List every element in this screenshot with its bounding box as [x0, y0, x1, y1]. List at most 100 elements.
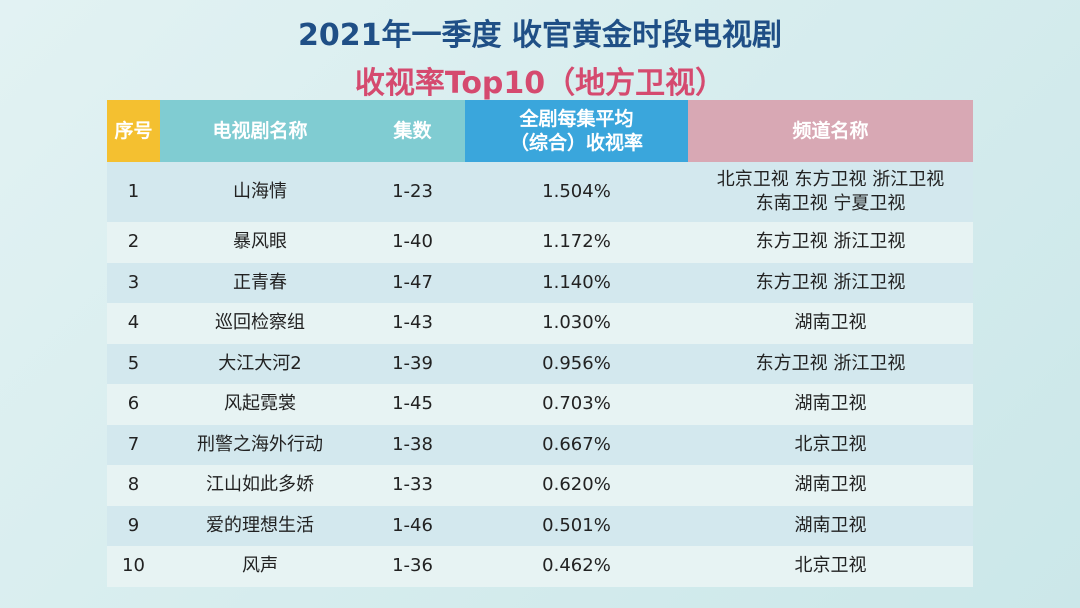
cell-text: 东方卫视 浙江卫视 [755, 271, 906, 293]
table-cell: 北京卫视 [688, 424, 973, 465]
cell-text: 3 [127, 271, 140, 293]
table-cell: 大江大河2 [160, 343, 360, 384]
table-cell: 北京卫视 东方卫视 浙江卫视 东南卫视 宁夏卫视 [688, 162, 973, 222]
cell-text: 东方卫视 浙江卫视 [755, 231, 906, 253]
table-cell: 1-38 [360, 424, 465, 465]
cell-text: 山海情 [233, 181, 287, 202]
cell-text: （综合）收视率 [509, 132, 643, 154]
table-cell: 1.030% [465, 303, 688, 344]
table-cell: 江山如此多娇 [160, 465, 360, 506]
table-cell: 1-46 [360, 505, 465, 546]
header-cell: 全剧每集平均 （综合）收视率 [465, 100, 688, 162]
table-cell: 10 [107, 546, 160, 587]
cell-text: 6 [127, 393, 140, 415]
table-cell: 1-40 [360, 222, 465, 263]
cell-text: 集数 [393, 120, 432, 142]
cell-text: 正青春 [233, 271, 287, 293]
cell-text: 5 [127, 352, 140, 374]
table-cell: 4 [107, 303, 160, 344]
subtitle: 收视率Top10（地方卫视） [354, 66, 726, 101]
table-cell: 暴风眼 [160, 222, 360, 263]
table-cell: 1-47 [360, 262, 465, 303]
table-cell: 1.140% [465, 262, 688, 303]
table-cell: 湖南卫视 [688, 465, 973, 506]
table-cell: 1.504% [465, 162, 688, 222]
table-cell: 1-39 [360, 343, 465, 384]
cell-text: 1-23 [392, 181, 433, 202]
table-cell: 爱的理想生活 [160, 505, 360, 546]
cell-text: 1.504% [542, 181, 611, 202]
header-cell: 频道名称 [688, 100, 973, 162]
table-cell: 1-45 [360, 384, 465, 425]
cell-text: 7 [127, 433, 140, 455]
table-cell: 5 [107, 343, 160, 384]
cell-text: 东方卫视 浙江卫视 [755, 352, 906, 374]
header-cell: 电视剧名称 [160, 100, 360, 162]
table-cell: 风声 [160, 546, 360, 587]
table-cell: 山海情 [160, 162, 360, 222]
table-cell: 9 [107, 505, 160, 546]
cell-text: 爱的理想生活 [206, 514, 314, 536]
cell-text: 1-46 [392, 514, 433, 536]
table-cell: 1-43 [360, 303, 465, 344]
cell-text: 北京卫视 [794, 555, 867, 577]
cell-text: 1-40 [392, 231, 433, 253]
cell-text: 1-36 [392, 555, 433, 577]
cell-text: 北京卫视 东方卫视 浙江卫视 [716, 169, 945, 190]
cell-text: 湖南卫视 [794, 514, 867, 536]
table-cell: 湖南卫视 [688, 303, 973, 344]
table-cell: 东方卫视 浙江卫视 [688, 343, 973, 384]
cell-text: 序号 [114, 120, 153, 142]
cell-text: 巡回检察组 [215, 312, 305, 334]
cell-text: 1.140% [542, 271, 611, 293]
cell-text: 2 [127, 231, 140, 253]
cell-text: 0.501% [542, 514, 611, 536]
cell-text: 1.030% [542, 312, 611, 334]
cell-text: 风声 [242, 555, 278, 577]
table-cell: 0.620% [465, 465, 688, 506]
table-cell: 0.956% [465, 343, 688, 384]
cell-text: 电视剧名称 [212, 120, 308, 142]
cell-text: 风起霓裳 [224, 393, 296, 415]
cell-text: 1-47 [392, 271, 433, 293]
table-cell: 6 [107, 384, 160, 425]
cell-text: 0.956% [542, 352, 611, 374]
table-cell: 1-33 [360, 465, 465, 506]
cell-text: 10 [122, 555, 145, 577]
table-cell: 3 [107, 262, 160, 303]
cell-text: 江山如此多娇 [206, 474, 314, 496]
table-cell: 正青春 [160, 262, 360, 303]
cell-text: 湖南卫视 [794, 312, 867, 334]
header-cell: 序号 [107, 100, 160, 162]
cell-text: 湖南卫视 [794, 474, 867, 496]
table-cell: 0.703% [465, 384, 688, 425]
table-cell: 7 [107, 424, 160, 465]
table-cell: 1.172% [465, 222, 688, 263]
cell-text: 大江大河2 [218, 352, 302, 374]
cell-text: 暴风眼 [233, 231, 287, 253]
table-cell: 1-36 [360, 546, 465, 587]
cell-text: 9 [127, 514, 140, 536]
cell-text: 0.703% [542, 393, 611, 415]
cell-text: 1-43 [392, 312, 433, 334]
cell-text: 东南卫视 宁夏卫视 [755, 193, 906, 214]
cell-text: 4 [127, 312, 140, 334]
table-cell: 1 [107, 162, 160, 222]
table-cell: 0.667% [465, 424, 688, 465]
cell-text: 北京卫视 [794, 433, 867, 455]
table-cell: 0.462% [465, 546, 688, 587]
cell-text: 8 [127, 474, 140, 496]
table-cell: 湖南卫视 [688, 384, 973, 425]
table-cell: 湖南卫视 [688, 505, 973, 546]
table-cell: 刑警之海外行动 [160, 424, 360, 465]
cell-text: 1-38 [392, 433, 433, 455]
cell-text: 1-39 [392, 352, 433, 374]
table-cell: 巡回检察组 [160, 303, 360, 344]
table-cell: 0.501% [465, 505, 688, 546]
cell-text: 0.620% [542, 474, 611, 496]
title: 2021年一季度 收官黄金时段电视剧 [298, 18, 782, 53]
table-cell: 2 [107, 222, 160, 263]
header-cell: 集数 [360, 100, 465, 162]
table-cell: 风起霓裳 [160, 384, 360, 425]
